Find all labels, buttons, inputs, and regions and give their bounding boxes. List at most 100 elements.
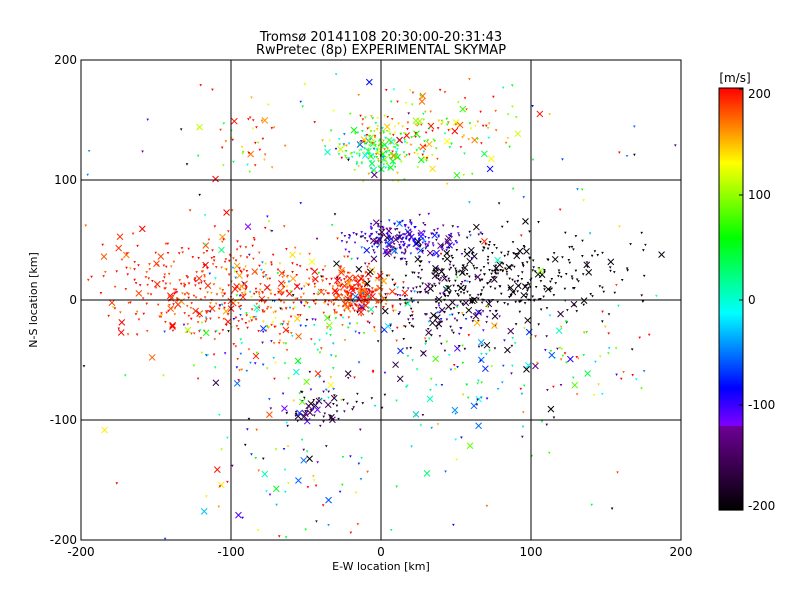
scatter-point (87, 149, 91, 153)
scatter-point (282, 320, 286, 324)
scatter-point (558, 271, 561, 275)
scatter-point (423, 145, 427, 148)
scatter-point (299, 301, 303, 305)
scatter-point-x (514, 282, 522, 290)
scatter-point (457, 234, 461, 237)
scatter-point-x (314, 370, 322, 378)
scatter-point (354, 491, 358, 495)
scatter-point (465, 236, 469, 239)
scatter-point (452, 284, 455, 288)
scatter-point (261, 311, 265, 314)
scatter-point (511, 337, 515, 340)
scatter-point (420, 268, 424, 272)
scatter-point (633, 153, 636, 157)
colorbar-strip (719, 172, 743, 175)
y-tick-labels: 200 100 0 -100 -200 (50, 53, 77, 547)
scatter-point (335, 410, 339, 413)
scatter-point (457, 232, 460, 235)
scatter-point (220, 303, 224, 306)
scatter-point-x (381, 307, 389, 315)
scatter-point (486, 258, 490, 262)
colorbar-strip (719, 284, 743, 287)
scatter-point (487, 136, 491, 140)
colorbar-strip (719, 168, 743, 171)
scatter-point-x (419, 143, 427, 151)
scatter-point (347, 157, 351, 160)
colorbar-strip (719, 506, 743, 509)
scatter-point-x (392, 361, 399, 369)
scatter-point (447, 129, 451, 132)
scatter-point (431, 242, 435, 245)
colorbar-strip (719, 444, 743, 447)
scatter-point (479, 240, 482, 244)
scatter-point (408, 153, 411, 156)
scatter-point (117, 327, 121, 330)
scatter-point (423, 337, 427, 340)
scatter-point-x (212, 379, 220, 387)
colorbar-strip (719, 418, 743, 421)
scatter-point (497, 202, 501, 205)
colorbar-strip (719, 144, 743, 147)
scatter-point (422, 112, 425, 116)
scatter-point (281, 392, 285, 395)
colorbar-strip (719, 322, 743, 325)
scatter-point (377, 236, 381, 240)
scatter-point-x (208, 305, 216, 312)
scatter-point (171, 329, 175, 332)
scatter-point (347, 233, 351, 237)
scatter-point (256, 529, 260, 532)
scatter-point (554, 282, 558, 285)
scatter-point (361, 129, 364, 133)
scatter-point (387, 166, 390, 170)
scatter-point (320, 279, 324, 282)
scatter-point (338, 490, 342, 494)
scatter-point (445, 340, 449, 343)
scatter-point (282, 447, 286, 451)
scatter-point (182, 282, 186, 286)
scatter-point-x (223, 209, 230, 216)
colorbar-strip (719, 502, 743, 505)
colorbar-strip (719, 106, 743, 109)
scatter-point (133, 261, 137, 264)
scatter-point (527, 283, 531, 286)
scatter-point (384, 293, 387, 296)
scatter-point (322, 390, 325, 394)
scatter-point-x (373, 238, 380, 245)
scatter-point (448, 291, 452, 294)
scatter-point (246, 428, 249, 431)
scatter-point (629, 243, 632, 246)
scatter-point (403, 132, 407, 135)
scatter-point (142, 312, 146, 316)
scatter-point (342, 398, 345, 402)
scatter-point (422, 222, 425, 225)
scatter-point (320, 347, 323, 350)
scatter-point (339, 265, 343, 268)
scatter-point (400, 251, 404, 255)
scatter-point (209, 317, 212, 320)
scatter-point (343, 234, 347, 238)
scatter-point (82, 365, 86, 368)
scatter-point-x (306, 455, 313, 463)
scatter-point (357, 332, 361, 335)
scatter-point-x (423, 470, 431, 477)
colorbar-strip (719, 496, 743, 499)
scatter-point (392, 88, 396, 91)
scatter-point (357, 94, 360, 97)
scatter-point-x (477, 338, 485, 346)
scatter-point (263, 275, 267, 278)
scatter-point (327, 299, 331, 303)
scatter-point (640, 294, 644, 297)
scatter-point (304, 301, 307, 305)
scatter-point (386, 115, 390, 119)
scatter-point (264, 300, 268, 303)
scatter-point (419, 94, 422, 97)
scatter-point-x (422, 154, 429, 162)
scatter-point (129, 267, 132, 270)
scatter-point (253, 238, 256, 242)
scatter-point (392, 133, 395, 137)
scatter-point (368, 235, 371, 239)
scatter-point (265, 367, 269, 370)
scatter-point-x (384, 322, 392, 330)
scatter-point-x (358, 303, 366, 310)
scatter-point (461, 344, 464, 348)
